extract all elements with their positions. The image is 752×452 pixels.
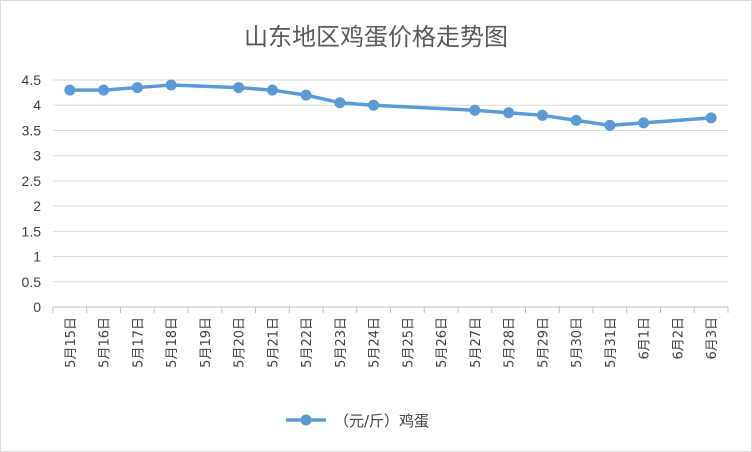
x-tick-label: 5月15日 [64,317,79,368]
x-tick-label: 5月30日 [570,317,585,368]
y-tick-label: 4.5 [22,72,42,88]
x-axis: 5月15日 5月16日 5月17日 5月18日 5月19日 5月20日 5月21日 5月22日… [52,307,729,368]
y-tick-label: 3 [33,148,41,164]
x-tick-label: 5月20日 [233,317,248,368]
data-point[interactable] [503,107,515,119]
y-tick-label: 2.5 [22,173,42,189]
x-tick-label: 6月2日 [671,317,686,360]
legend-marker-swatch [300,414,312,426]
data-point[interactable] [131,82,143,94]
x-tick-label: 5月16日 [98,317,113,368]
y-tick-label: 2 [33,198,41,214]
data-point[interactable] [536,109,548,121]
data-point[interactable] [64,84,76,96]
x-tick-label: 5月27日 [469,317,484,368]
data-point[interactable] [705,112,717,124]
data-point[interactable] [570,114,582,126]
data-point[interactable] [98,84,110,96]
data-point[interactable] [165,79,177,91]
data-point[interactable] [368,99,380,111]
x-tick-label: 5月24日 [368,317,383,368]
y-tick-label: 0.5 [22,274,42,290]
x-tick-label: 5月18日 [165,317,180,368]
data-point[interactable] [638,117,650,129]
x-tick-label: 5月29日 [536,317,551,368]
grid-lines [53,79,728,308]
x-tick-label: 6月1日 [638,317,653,360]
data-point[interactable] [469,104,481,116]
series-line [68,83,713,128]
y-tick-label: 0 [33,299,41,315]
data-point[interactable] [266,84,278,96]
chart-title: 山东地区鸡蛋价格走势图 [244,23,508,51]
legend[interactable]: （元/斤）鸡蛋 [286,412,429,430]
x-tick-label: 5月17日 [131,317,146,368]
y-tick-label: 1 [33,249,41,265]
x-tick-label: 5月28日 [503,317,518,368]
y-tick-label: 4 [33,97,41,113]
data-point[interactable] [604,119,616,131]
x-tick-label: 5月21日 [266,317,281,368]
x-tick-label: 5月26日 [435,317,450,368]
x-tick-label: 5月31日 [604,317,619,368]
data-point[interactable] [300,89,312,101]
y-axis: 0 0.5 1 1.5 2 2.5 3 3.5 4 4.5 [22,72,42,315]
y-tick-label: 3.5 [22,122,42,138]
y-tick-label: 1.5 [22,223,42,239]
x-tick-label: 5月23日 [334,317,349,368]
x-tick-label: 5月22日 [300,317,315,368]
x-tick-label: 5月19日 [199,317,214,368]
series-line-group [64,79,717,131]
data-point[interactable] [334,97,346,109]
data-point[interactable] [233,82,245,94]
x-tick-label: 6月3日 [705,317,720,360]
legend-label: （元/斤）鸡蛋 [334,412,429,430]
x-tick-label: 5月25日 [401,317,416,368]
